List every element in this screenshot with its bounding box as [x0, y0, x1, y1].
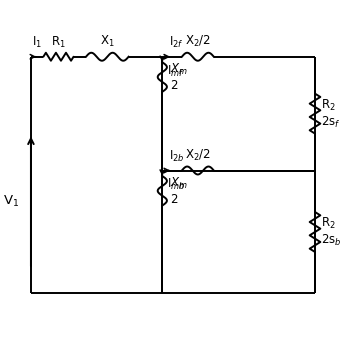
Text: X$_2$/2: X$_2$/2 [185, 34, 211, 49]
Text: X$_2$/2: X$_2$/2 [185, 148, 211, 163]
Text: $X_m$
2: $X_m$ 2 [170, 62, 188, 92]
Text: V$_1$: V$_1$ [3, 194, 19, 209]
Text: R$_2$
2s$_f$: R$_2$ 2s$_f$ [321, 98, 341, 130]
Text: I$_{mf}$: I$_{mf}$ [167, 63, 184, 78]
Text: I$_1$: I$_1$ [32, 35, 42, 50]
Text: X$_1$: X$_1$ [100, 34, 115, 49]
Text: I$_{mb}$: I$_{mb}$ [167, 177, 185, 192]
Text: $X_m$
2: $X_m$ 2 [170, 176, 188, 206]
Text: I$_{2b}$: I$_{2b}$ [169, 149, 185, 164]
Text: R$_1$: R$_1$ [51, 35, 66, 50]
Text: R$_2$
2s$_b$: R$_2$ 2s$_b$ [321, 216, 342, 248]
Text: I$_{2f}$: I$_{2f}$ [169, 35, 183, 50]
